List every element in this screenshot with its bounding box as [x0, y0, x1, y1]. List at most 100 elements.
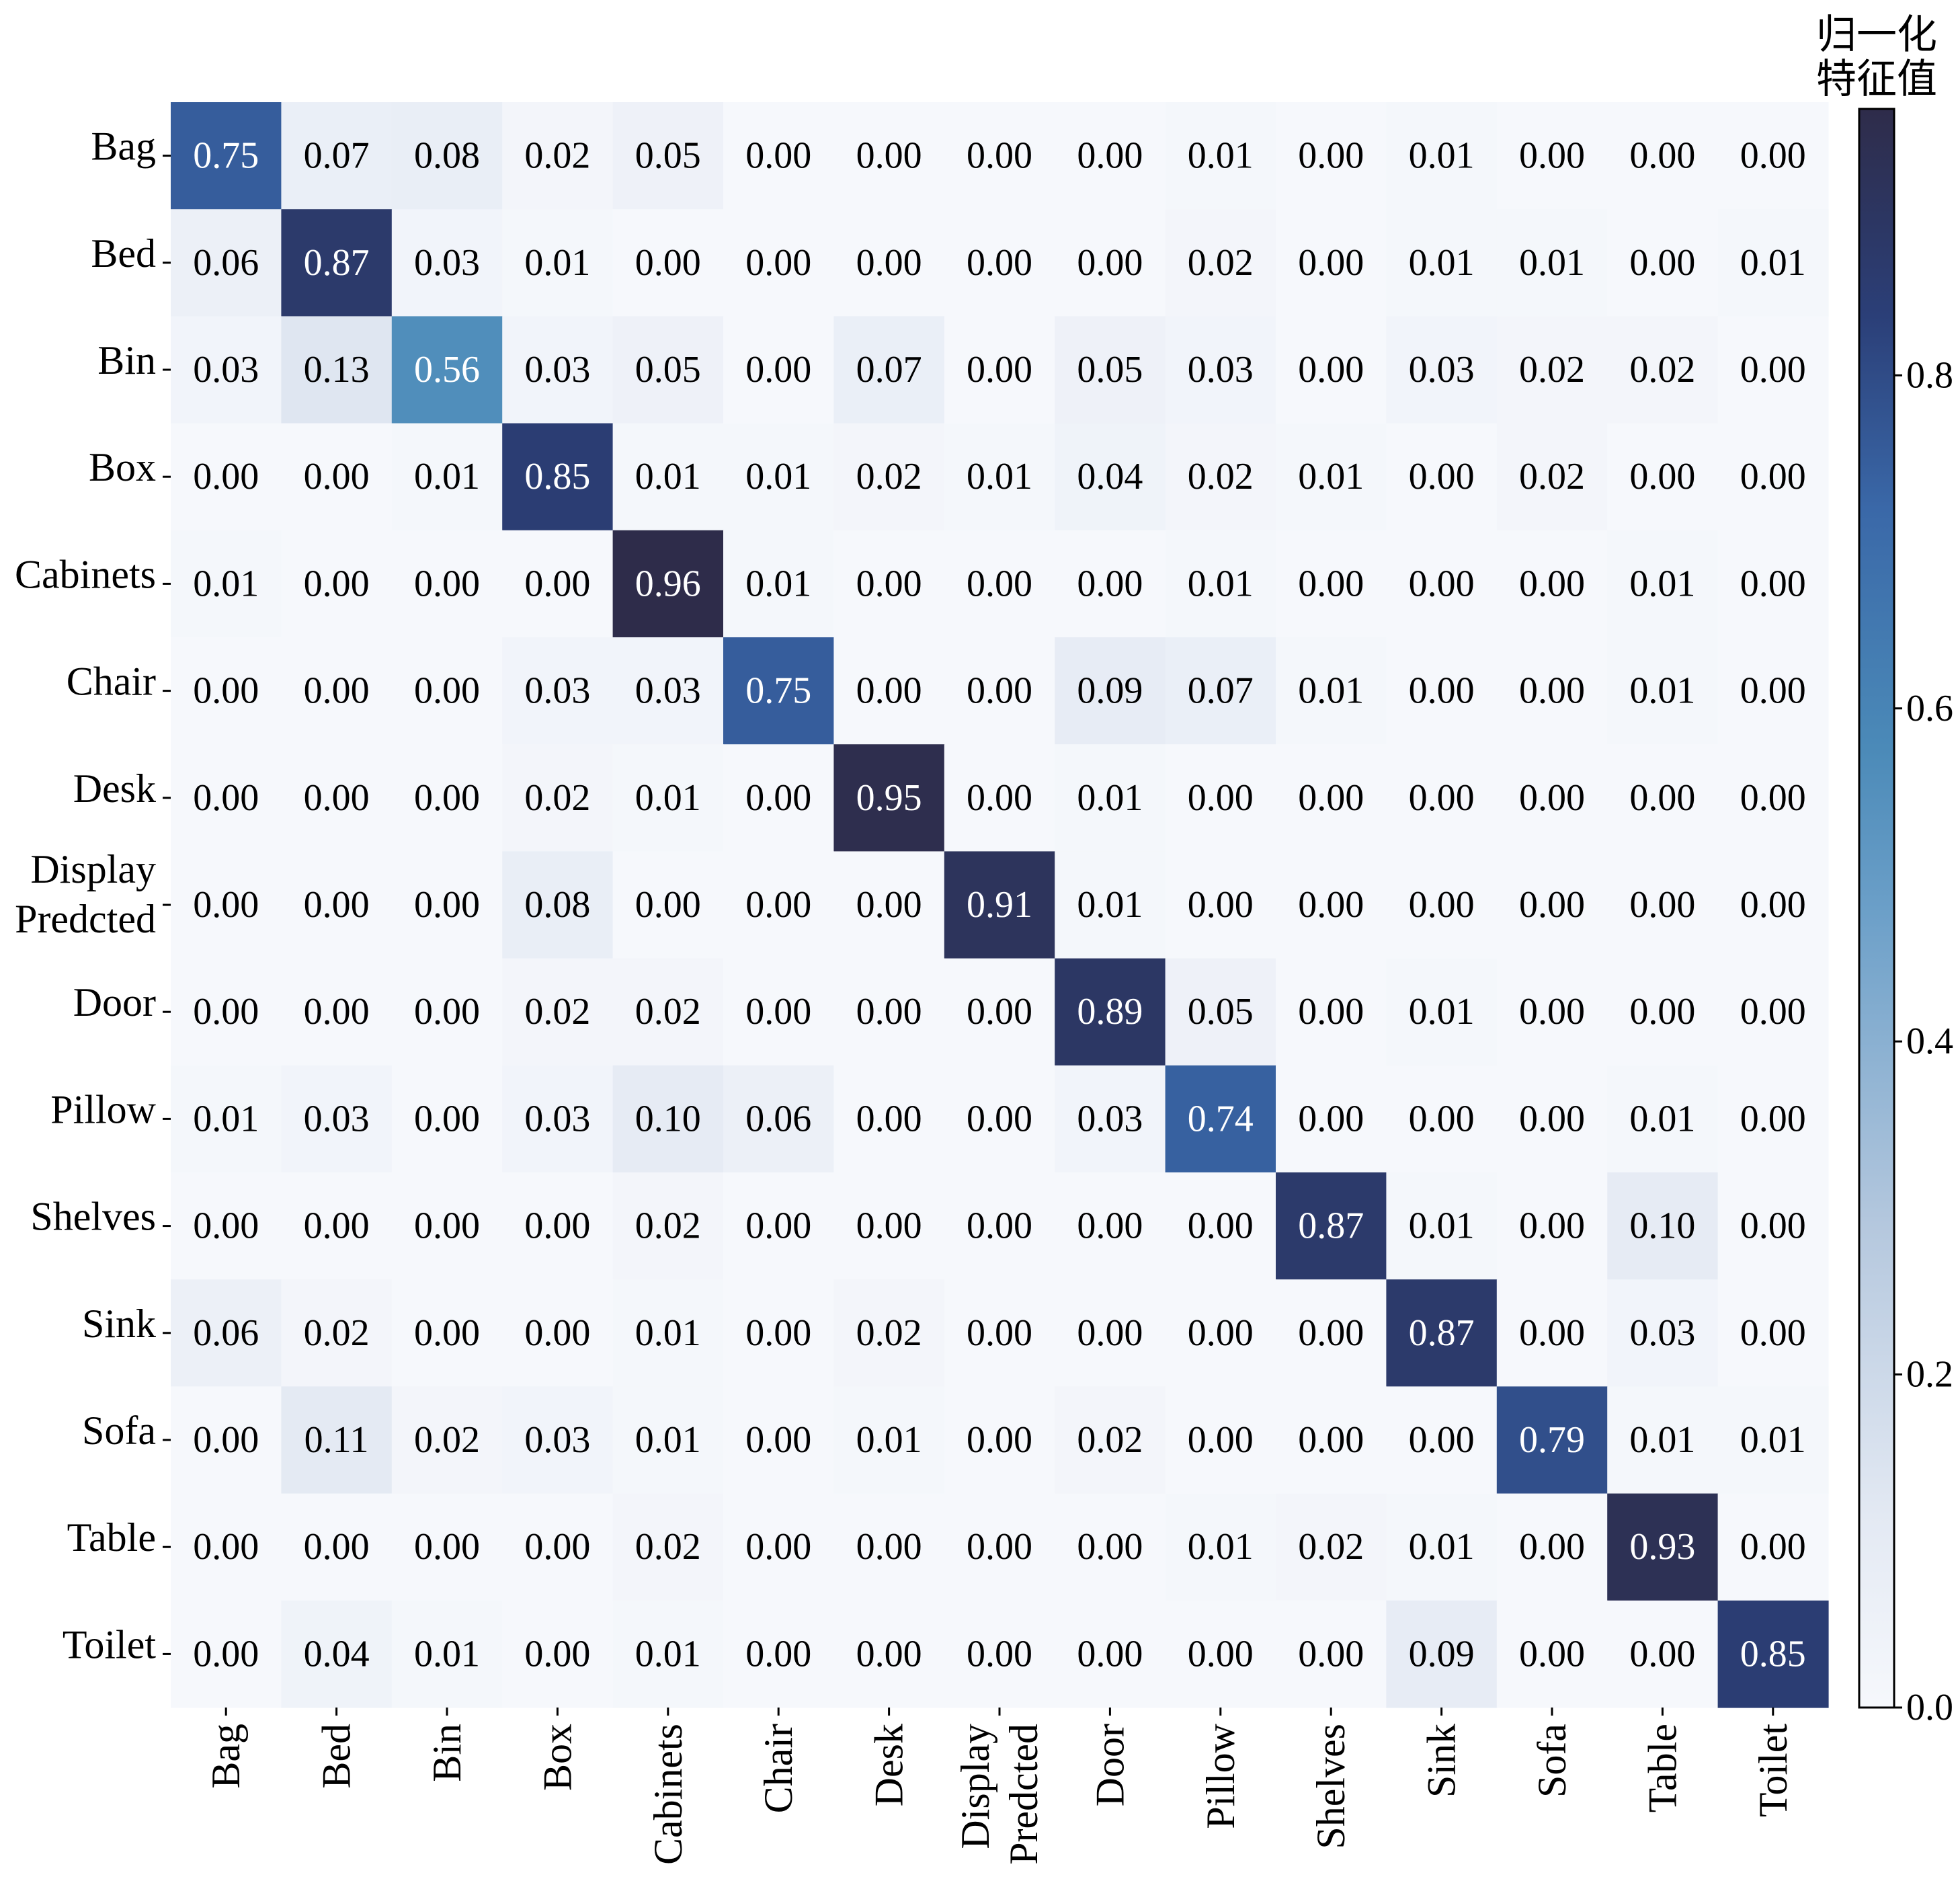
- cell-value-label: 0.00: [1409, 1098, 1475, 1139]
- heatmap-cell: [1055, 209, 1166, 317]
- heatmap-cell: [1717, 530, 1829, 638]
- cell-value-label: 0.00: [1740, 777, 1806, 819]
- cell-value-label: 0.03: [193, 349, 259, 391]
- heatmap-cell: [1055, 1600, 1166, 1708]
- heatmap-cell: [1386, 209, 1498, 317]
- cell-value-label: 0.01: [635, 456, 701, 497]
- heatmap-cell: [1165, 1493, 1276, 1601]
- colorbar-tick-label: 0.0: [1906, 1687, 1953, 1728]
- cell-value-label: 0.00: [967, 1526, 1032, 1568]
- heatmap-cell: [944, 637, 1055, 745]
- heatmap-cell: [944, 1172, 1055, 1280]
- x-axis: Bag Bed Bin Box Cabinets Chair Desk Display Pred…: [204, 1708, 1795, 1865]
- cell-value-label: 0.01: [1519, 242, 1585, 284]
- cell-value-label: 0.00: [1519, 135, 1585, 177]
- cell-value-label: 0.95: [856, 777, 922, 819]
- cell-value-label: 0.09: [1409, 1633, 1475, 1675]
- heatmap-cell: [502, 1172, 614, 1280]
- heatmap-cell: [281, 1065, 393, 1173]
- cell-value-label: 0.00: [1409, 1419, 1475, 1461]
- cell-value-label: 0.00: [745, 777, 811, 819]
- cell-value-label: 0.00: [524, 1205, 590, 1247]
- heatmap-cell: [833, 1600, 945, 1708]
- heatmap-cell: [391, 530, 503, 638]
- heatmap-cell: [723, 1172, 834, 1280]
- heatmap-cell: [502, 744, 614, 852]
- heatmap-cell: [1055, 1279, 1166, 1387]
- heatmap-cell: [1607, 1600, 1719, 1708]
- colorbar: 0.0 0.2 0.4 0.6 0.8 归一化 特征值: [1816, 13, 1953, 1728]
- x-axis-tick-label: Display Predcted: [953, 1724, 1046, 1865]
- cell-value-label: 0.02: [1629, 349, 1695, 391]
- heatmap-cell: [1276, 102, 1387, 210]
- heatmap-cell: [171, 102, 282, 210]
- heatmap-cell: [1165, 102, 1276, 210]
- heatmap-cell: [1386, 1600, 1498, 1708]
- cell-value-label: 0.00: [856, 242, 922, 284]
- heatmap-cell: [1055, 1493, 1166, 1601]
- cell-value-label: 0.00: [193, 991, 259, 1033]
- heatmap-cell: [612, 1172, 724, 1280]
- heatmap-cell: [1496, 1279, 1608, 1387]
- heatmap-cell: [391, 851, 503, 959]
- cell-value-label: 0.02: [1188, 456, 1254, 497]
- heatmap-cell: [502, 102, 614, 210]
- heatmap-cell: [944, 530, 1055, 638]
- heatmap-cell: [391, 958, 503, 1066]
- heatmap-cell: [1607, 744, 1719, 852]
- cell-value-label: 0.01: [1188, 563, 1254, 604]
- cell-value-label: 0.07: [856, 349, 922, 391]
- heatmap-cell: [1717, 851, 1829, 959]
- cell-value-label: 0.03: [524, 1419, 590, 1461]
- heatmap-cell: [391, 1172, 503, 1280]
- cell-value-label: 0.00: [304, 884, 370, 926]
- heatmap-cell: [1717, 1279, 1829, 1387]
- cell-value-label: 0.00: [1519, 884, 1585, 926]
- cell-value-label: 0.01: [193, 563, 259, 604]
- cell-value-label: 0.08: [414, 135, 480, 177]
- heatmap-cell: [612, 316, 724, 424]
- heatmap-cell: [1055, 1172, 1166, 1280]
- cell-value-label: 0.00: [193, 456, 259, 497]
- cell-value-label: 0.00: [856, 1526, 922, 1568]
- cell-value-label: 0.00: [635, 884, 701, 926]
- cell-value-label: 0.01: [193, 1098, 259, 1139]
- cell-value-label: 0.00: [1740, 1312, 1806, 1354]
- cell-value-label: 0.02: [856, 1312, 922, 1354]
- cell-value-label: 0.01: [967, 456, 1032, 497]
- cell-value-label: 0.00: [1629, 456, 1695, 497]
- cell-value-label: 0.00: [1409, 670, 1475, 712]
- cell-value-label: 0.00: [1298, 563, 1364, 604]
- x-axis-tick-label: Box: [535, 1724, 579, 1791]
- cell-value-label: 0.01: [1188, 1526, 1254, 1568]
- cell-value-label: 0.00: [856, 884, 922, 926]
- cell-value-label: 0.85: [1740, 1633, 1806, 1675]
- heatmap-cell: [833, 102, 945, 210]
- cell-value-label: 0.01: [1740, 1419, 1806, 1461]
- heatmap-cell: [1055, 851, 1166, 959]
- heatmap-cell: [723, 530, 834, 638]
- heatmap-cell: [944, 851, 1055, 959]
- heatmap-cell: [171, 1600, 282, 1708]
- cell-value-label: 0.89: [1077, 991, 1143, 1033]
- heatmap-cell: [281, 530, 393, 638]
- heatmap-cell: [391, 102, 503, 210]
- cell-value-label: 0.02: [524, 777, 590, 819]
- cell-value-label: 0.01: [1409, 135, 1475, 177]
- heatmap-cell: [1607, 637, 1719, 745]
- heatmap-cell: [1717, 1172, 1829, 1280]
- cell-value-label: 0.00: [193, 1205, 259, 1247]
- heatmap-cell: [612, 637, 724, 745]
- heatmap-cell: [1055, 637, 1166, 745]
- heatmap-cell: [391, 744, 503, 852]
- cell-value-label: 0.00: [414, 884, 480, 926]
- cell-value-label: 0.00: [1740, 349, 1806, 391]
- heatmap-cell: [1496, 851, 1608, 959]
- heatmap-cell: [1717, 316, 1829, 424]
- x-axis-tick-label: Sink: [1420, 1724, 1464, 1798]
- cell-value-label: 0.01: [1077, 884, 1143, 926]
- heatmap-cell: [1165, 744, 1276, 852]
- x-axis-tick-label: Bin: [425, 1724, 469, 1782]
- heatmap-cell: [833, 637, 945, 745]
- cell-value-label: 0.01: [635, 1312, 701, 1354]
